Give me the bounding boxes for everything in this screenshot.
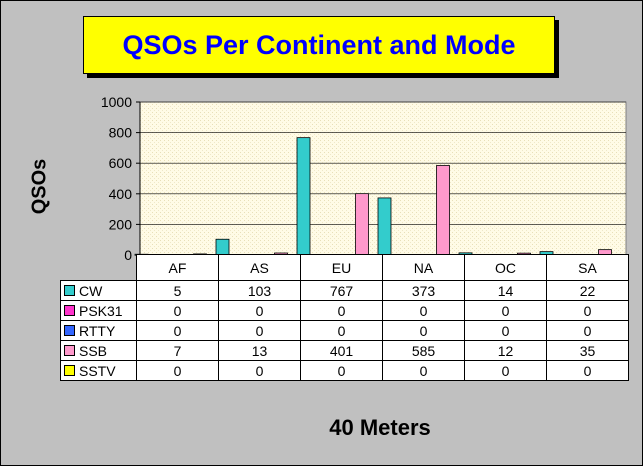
data-label: 12 [464, 340, 547, 361]
chart-title: QSOs Per Continent and Mode [122, 29, 516, 60]
data-label: 0 [464, 300, 547, 321]
data-label: 0 [546, 360, 629, 381]
data-label: 0 [218, 360, 301, 381]
data-label: 0 [464, 320, 547, 341]
table-row: PSK31 0 0 0 0 0 0 [60, 300, 629, 321]
data-label: 0 [300, 300, 383, 321]
data-label: 0 [546, 320, 629, 341]
legend-label: SSTV [79, 362, 116, 379]
legend-entry: CW [60, 280, 137, 301]
x-tick-label: SA [546, 254, 629, 281]
y-tick-label: 800 [109, 125, 133, 141]
data-label: 585 [382, 340, 465, 361]
y-tick-label: 200 [109, 216, 133, 232]
data-label: 103 [218, 280, 301, 301]
data-label: 0 [300, 320, 383, 341]
legend-label: PSK31 [79, 302, 123, 319]
bar-cw-na [377, 197, 392, 256]
data-label: 5 [136, 280, 219, 301]
y-tick-label: 400 [109, 186, 133, 202]
x-axis-label: 40 Meters [329, 415, 431, 440]
data-label: 0 [136, 300, 219, 321]
table-row: RTTY 0 0 0 0 0 0 [60, 320, 629, 341]
bar-ssb-na [436, 165, 450, 256]
data-label: 401 [300, 340, 383, 361]
data-label: 13 [218, 340, 301, 361]
chart-title-box: QSOs Per Continent and Mode [83, 16, 555, 74]
legend-swatch [64, 345, 75, 357]
data-label: 14 [464, 280, 547, 301]
data-label: 0 [136, 320, 219, 341]
data-label: 0 [218, 300, 301, 321]
data-label: 0 [218, 320, 301, 341]
x-tick-label: NA [382, 254, 465, 281]
bar-ssb-eu [355, 193, 369, 256]
data-label: 35 [546, 340, 629, 361]
x-tick-label: AS [218, 254, 301, 281]
legend-label: RTTY [79, 322, 116, 339]
legend-entry: SSTV [60, 360, 137, 381]
legend-swatch [64, 285, 75, 297]
bar-cw-as [215, 238, 230, 256]
data-label: 0 [382, 360, 465, 381]
x-tick-label: EU [300, 254, 383, 281]
data-label: 767 [300, 280, 383, 301]
data-table: AF AS EU NA OC SA CW 5 103 767 373 14 22 PSK31 0 0 0 0 0 0 R… [60, 254, 629, 381]
legend-swatch [64, 325, 75, 337]
data-label: 373 [382, 280, 465, 301]
table-row: SSTV 0 0 0 0 0 0 [60, 360, 629, 381]
table-row: CW 5 103 767 373 14 22 [60, 280, 629, 301]
legend-swatch [64, 365, 75, 377]
y-tick-label: 600 [109, 155, 133, 171]
data-label: 0 [382, 300, 465, 321]
legend-entry: RTTY [60, 320, 137, 341]
table-row: SSB 7 13 401 585 12 35 [60, 340, 629, 361]
legend-label: CW [79, 282, 103, 299]
data-label: 0 [546, 300, 629, 321]
data-label: 0 [300, 360, 383, 381]
legend-entry: SSB [60, 340, 137, 361]
data-label: 0 [382, 320, 465, 341]
data-label: 7 [136, 340, 219, 361]
y-tick-label: 1000 [101, 94, 132, 110]
data-label: 0 [136, 360, 219, 381]
table-corner [61, 255, 137, 281]
y-ticks: 0 200 400 600 800 1000 [101, 94, 546, 263]
bar-cw-eu [296, 137, 311, 256]
x-tick-label: AF [136, 254, 219, 281]
legend-entry: PSK31 [60, 300, 137, 321]
data-label: 22 [546, 280, 629, 301]
x-tick-label: OC [464, 254, 547, 281]
legend-label: SSB [79, 342, 108, 359]
y-tick-label: 0 [124, 247, 132, 263]
legend-swatch [64, 305, 75, 317]
data-label: 0 [464, 360, 547, 381]
